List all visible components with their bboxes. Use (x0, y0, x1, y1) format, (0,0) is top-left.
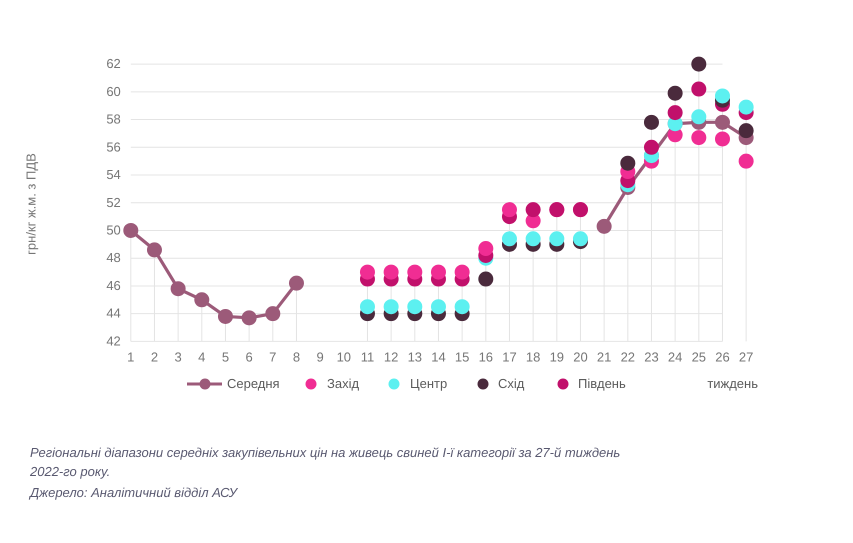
svg-text:15: 15 (455, 349, 469, 364)
svg-text:7: 7 (269, 349, 276, 364)
svg-text:9: 9 (317, 349, 324, 364)
svg-text:11: 11 (361, 349, 375, 364)
svg-text:Середня: Середня (227, 376, 280, 391)
svg-text:42: 42 (106, 333, 120, 348)
svg-text:56: 56 (106, 139, 120, 154)
svg-text:Південь: Південь (578, 376, 626, 391)
svg-text:21: 21 (597, 349, 611, 364)
svg-text:62: 62 (106, 56, 120, 71)
svg-text:48: 48 (106, 250, 120, 265)
svg-text:52: 52 (106, 195, 120, 210)
svg-text:17: 17 (502, 349, 516, 364)
svg-text:4: 4 (198, 349, 205, 364)
svg-text:14: 14 (431, 349, 445, 364)
svg-text:16: 16 (479, 349, 493, 364)
svg-text:19: 19 (550, 349, 564, 364)
svg-text:26: 26 (715, 349, 729, 364)
svg-text:13: 13 (408, 349, 422, 364)
svg-text:27: 27 (739, 349, 753, 364)
svg-text:54: 54 (106, 167, 120, 182)
svg-text:1: 1 (127, 349, 134, 364)
svg-text:тиждень: тиждень (707, 376, 758, 391)
svg-text:25: 25 (692, 349, 706, 364)
svg-text:22: 22 (621, 349, 635, 364)
svg-text:23: 23 (644, 349, 658, 364)
svg-text:3: 3 (175, 349, 182, 364)
svg-text:Центр: Центр (410, 376, 447, 391)
svg-text:44: 44 (106, 306, 120, 321)
svg-text:18: 18 (526, 349, 540, 364)
svg-text:8: 8 (293, 349, 300, 364)
svg-text:24: 24 (668, 349, 682, 364)
svg-text:10: 10 (337, 349, 351, 364)
svg-text:6: 6 (246, 349, 253, 364)
svg-text:20: 20 (573, 349, 587, 364)
svg-text:58: 58 (106, 112, 120, 127)
svg-text:Захід: Захід (327, 376, 359, 391)
svg-text:12: 12 (384, 349, 398, 364)
svg-text:2: 2 (151, 349, 158, 364)
svg-text:60: 60 (106, 84, 120, 99)
svg-text:46: 46 (106, 278, 120, 293)
svg-text:Схід: Схід (498, 376, 525, 391)
svg-text:5: 5 (222, 349, 229, 364)
svg-text:50: 50 (106, 222, 120, 237)
